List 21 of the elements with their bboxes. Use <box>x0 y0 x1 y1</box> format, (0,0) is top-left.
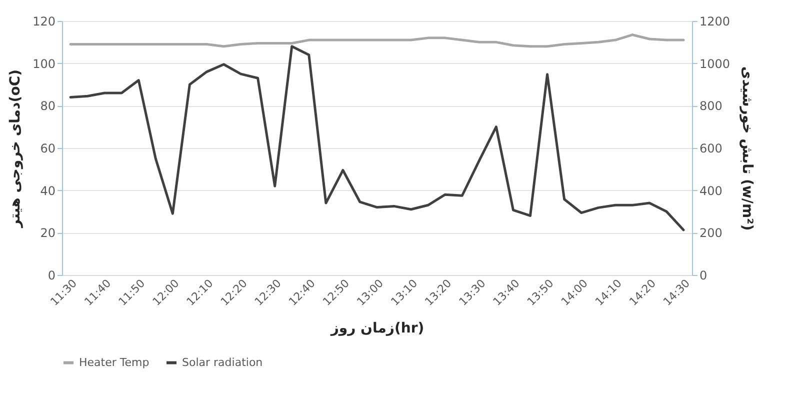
y2-tick-label: 600 <box>700 142 722 156</box>
y2-tick-label: 0 <box>700 268 708 282</box>
y-tick-label: 100 <box>32 56 56 71</box>
y-tick-label: 20 <box>40 226 56 240</box>
y2-axis-title: تابش خورشیدی (w/m²) <box>739 66 756 231</box>
legend-label: Heater Temp <box>79 356 150 369</box>
line-series <box>69 34 685 48</box>
legend-label: Solar radiation <box>182 356 263 369</box>
y2-tick-label: 1000 <box>700 56 730 71</box>
y-tick-label: 80 <box>40 99 56 114</box>
y-tick-label: 120 <box>32 14 56 28</box>
y-axis-title: دمای خروجی هیتر(oC) <box>8 70 24 228</box>
line-series <box>69 45 685 232</box>
y-tick-label: 60 <box>40 142 56 156</box>
y-tick-label: 40 <box>40 184 56 198</box>
y2-tick-label: 400 <box>700 184 722 198</box>
y2-tick-label: 200 <box>700 226 722 240</box>
y2-tick-label: 1200 <box>700 14 730 28</box>
y-tick-label: 0 <box>48 268 56 282</box>
x-axis-title: زمان روز(hr) <box>330 320 424 337</box>
y2-tick-label: 800 <box>700 99 722 114</box>
